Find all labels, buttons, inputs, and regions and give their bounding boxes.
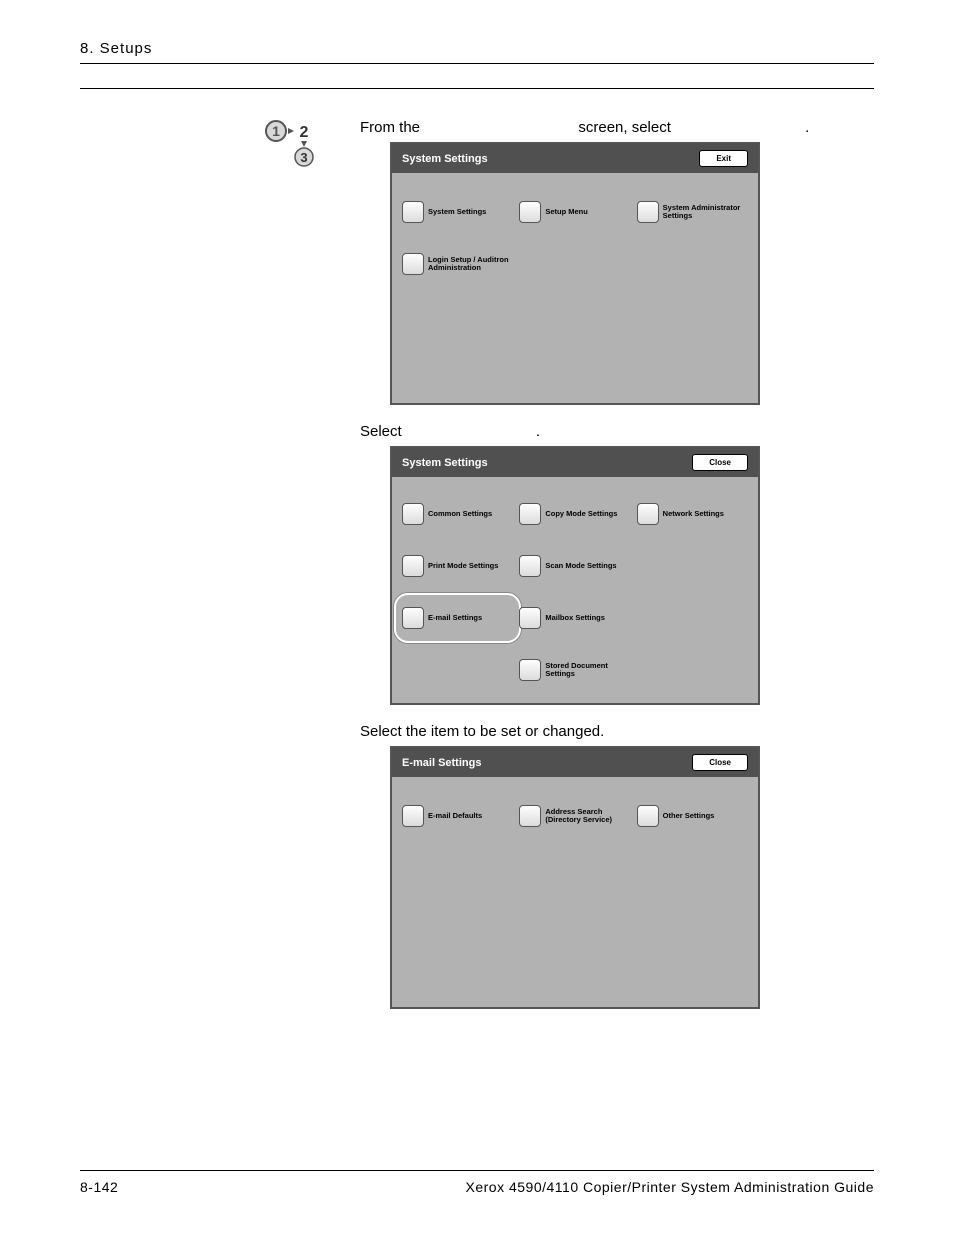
opt-label: Scan Mode Settings [545, 562, 616, 570]
opt-system-settings[interactable]: System Settings [402, 191, 513, 233]
opt-label: Login Setup / Auditron Administration [428, 256, 513, 273]
opt-label: Print Mode Settings [428, 562, 498, 570]
svg-text:1: 1 [272, 123, 280, 139]
close-button[interactable]: Close [692, 454, 748, 471]
opt-network-settings[interactable]: Network Settings [637, 495, 748, 533]
opt-scan-mode[interactable]: Scan Mode Settings [519, 547, 630, 585]
step1-mid: screen, select [574, 119, 675, 136]
step2-post: . [536, 423, 540, 440]
exit-button[interactable]: Exit [699, 150, 748, 167]
opt-label: Copy Mode Settings [545, 510, 617, 518]
panel1-title: System Settings [402, 153, 488, 165]
step2-text: Select . [360, 423, 874, 440]
opt-label: Stored Document Settings [545, 662, 630, 679]
thin-rule [80, 88, 874, 89]
step-123-icon: 1 2 3 [264, 119, 320, 167]
opt-setup-menu[interactable]: Setup Menu [519, 191, 630, 233]
step-icon-column: 1 2 3 [80, 119, 360, 167]
opt-address-search[interactable]: Address Search (Directory Service) [519, 795, 630, 837]
opt-label: Address Search (Directory Service) [545, 808, 630, 825]
section-header: 8. Setups [80, 40, 874, 64]
opt-login-auditron[interactable]: Login Setup / Auditron Administration [402, 243, 513, 285]
svg-text:3: 3 [300, 150, 307, 165]
step1-post: . [805, 119, 809, 136]
panel2-title: System Settings [402, 457, 488, 469]
close-button[interactable]: Close [692, 754, 748, 771]
opt-sysadmin-settings[interactable]: System Administrator Settings [637, 191, 748, 233]
svg-text:2: 2 [300, 124, 309, 141]
panel3-title: E-mail Settings [402, 757, 481, 769]
opt-other-settings[interactable]: Other Settings [637, 795, 748, 837]
opt-label: Network Settings [663, 510, 724, 518]
opt-common-settings[interactable]: Common Settings [402, 495, 513, 533]
opt-label: System Settings [428, 208, 486, 216]
opt-label: E-mail Defaults [428, 812, 482, 820]
opt-email-settings-highlighted[interactable]: E-mail Settings [394, 593, 521, 643]
page-number: 8-142 [80, 1179, 118, 1195]
opt-print-mode[interactable]: Print Mode Settings [402, 547, 513, 585]
opt-label: Common Settings [428, 510, 492, 518]
step1-pre: From the [360, 119, 424, 136]
opt-copy-mode[interactable]: Copy Mode Settings [519, 495, 630, 533]
panel-system-settings-1: System Settings Exit System Settings Set… [390, 142, 760, 405]
opt-label: System Administrator Settings [663, 204, 748, 221]
opt-email-defaults[interactable]: E-mail Defaults [402, 795, 513, 837]
opt-label: Other Settings [663, 812, 715, 820]
doc-title: Xerox 4590/4110 Copier/Printer System Ad… [466, 1179, 875, 1195]
page-footer: 8-142 Xerox 4590/4110 Copier/Printer Sys… [80, 1170, 874, 1195]
panel-email-settings: E-mail Settings Close E-mail Defaults Ad… [390, 746, 760, 1009]
opt-label: E-mail Settings [428, 614, 482, 622]
step1-text: From the screen, select . [360, 119, 874, 136]
opt-stored-doc[interactable]: Stored Document Settings [519, 651, 630, 689]
step3-text: Select the item to be set or changed. [360, 723, 874, 740]
opt-mailbox-settings[interactable]: Mailbox Settings [519, 599, 630, 637]
step2-pre: Select [360, 423, 406, 440]
panel-system-settings-2: System Settings Close Common Settings Co… [390, 446, 760, 705]
opt-label: Mailbox Settings [545, 614, 605, 622]
opt-label: Setup Menu [545, 208, 588, 216]
